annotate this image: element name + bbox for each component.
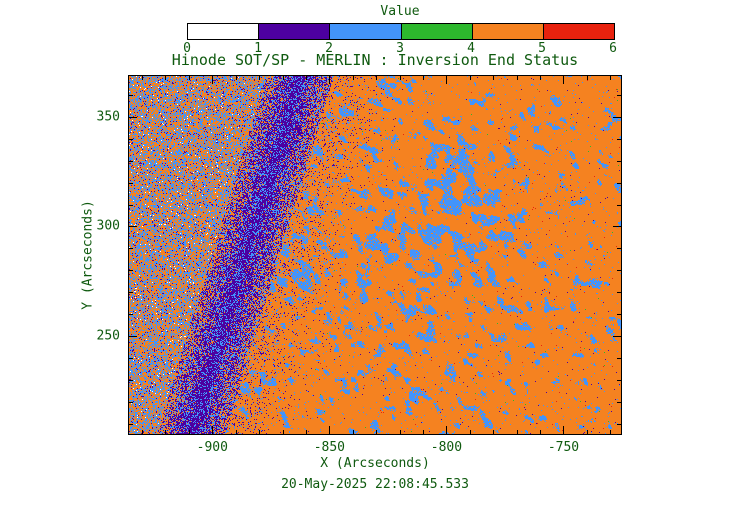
y-axis-tick-label: 300 [96,218,120,234]
colorbar-segment-2 [329,24,401,39]
colorbar-title: Value [380,4,420,19]
colorbar-tick-label: 6 [609,41,617,56]
colorbar-tick-label: 4 [467,41,475,56]
colorbar-tick-label: 2 [325,41,333,56]
colorbar [187,23,615,40]
colorbar-segment-5 [542,24,615,39]
x-axis-label: X (Arcseconds) [320,456,430,471]
x-axis-tick-label: -850 [313,440,345,455]
colorbar-segment-4 [471,24,543,39]
heatmap-canvas [128,75,622,435]
colorbar-segment-1 [258,24,330,39]
plot-title: Hinode SOT/SP - MERLIN : Inversion End S… [171,51,579,69]
x-axis-tick-label: -800 [430,440,463,455]
y-axis-tick-label: 250 [96,328,120,344]
y-axis-tick-label: 350 [96,109,120,125]
footer-timestamp: 20-May-2025 22:08:45.533 [281,477,469,492]
colorbar-tick-label: 5 [538,41,546,56]
x-axis-tick-label: -900 [196,440,228,455]
colorbar-tick-label: 1 [254,41,262,56]
colorbar-tick-label: 0 [183,41,191,56]
x-axis-tick-label: -750 [547,440,580,455]
y-axis-label: Y (Arcseconds) [80,200,96,310]
colorbar-tick-label: 3 [396,41,404,56]
colorbar-segment-0 [188,24,259,39]
colorbar-segment-3 [400,24,472,39]
